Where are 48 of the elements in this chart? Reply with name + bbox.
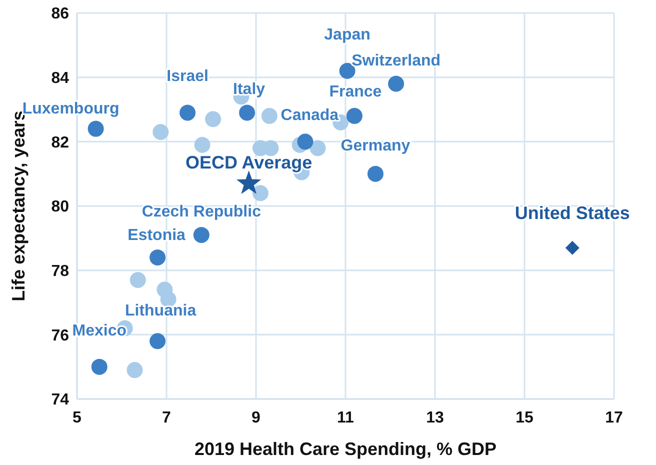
annotation: Lithuania: [124, 302, 196, 320]
annotation: Canada: [280, 106, 339, 124]
y-tick-label: 74: [51, 392, 70, 409]
y-tick-label: 76: [51, 327, 70, 344]
x-tick-label: 13: [426, 409, 444, 426]
point: [252, 185, 268, 202]
point: [150, 333, 166, 350]
point: [194, 136, 210, 153]
annotation: Estonia: [128, 226, 186, 244]
x-tick-label: 7: [162, 409, 172, 426]
point: [367, 166, 384, 182]
annotation: Switzerland: [352, 52, 441, 70]
x-tick-label: 17: [605, 409, 623, 426]
x-tick-label: 5: [72, 409, 82, 426]
annotation: Czech Republic: [142, 203, 262, 220]
x-tick-label: 15: [516, 409, 534, 426]
x-axis-title: 2019 Health Care Spending, % GDP: [194, 439, 497, 459]
x-tick-label: 9: [252, 409, 261, 426]
annotation: Mexico: [72, 322, 127, 340]
point: [150, 249, 166, 266]
point: [388, 76, 404, 92]
point: [180, 104, 196, 121]
point: [91, 358, 108, 375]
point: [88, 120, 104, 137]
y-tick-label: 86: [51, 6, 70, 23]
point: [346, 108, 362, 124]
x-tick-label: 11: [337, 409, 354, 426]
point: [152, 124, 169, 140]
point: [130, 272, 146, 288]
y-tick-label: 82: [51, 134, 70, 152]
annotation: Germany: [340, 137, 410, 154]
annotation: United States: [514, 202, 630, 223]
point: [565, 240, 580, 255]
y-tick-label: 84: [51, 70, 70, 88]
point: [297, 134, 314, 150]
point: [239, 104, 256, 121]
annotation: OECD Average: [185, 152, 312, 172]
point: [310, 140, 326, 156]
point: [261, 108, 278, 124]
point: [193, 226, 210, 243]
point: [126, 362, 143, 378]
annotation: France: [329, 83, 382, 100]
annotation: Japan: [324, 26, 370, 44]
annotation: Italy: [233, 81, 266, 98]
annotation: Israel: [166, 68, 208, 86]
y-tick-label: 78: [51, 263, 70, 280]
y-tick-label: 80: [51, 198, 70, 216]
point: [205, 111, 222, 128]
